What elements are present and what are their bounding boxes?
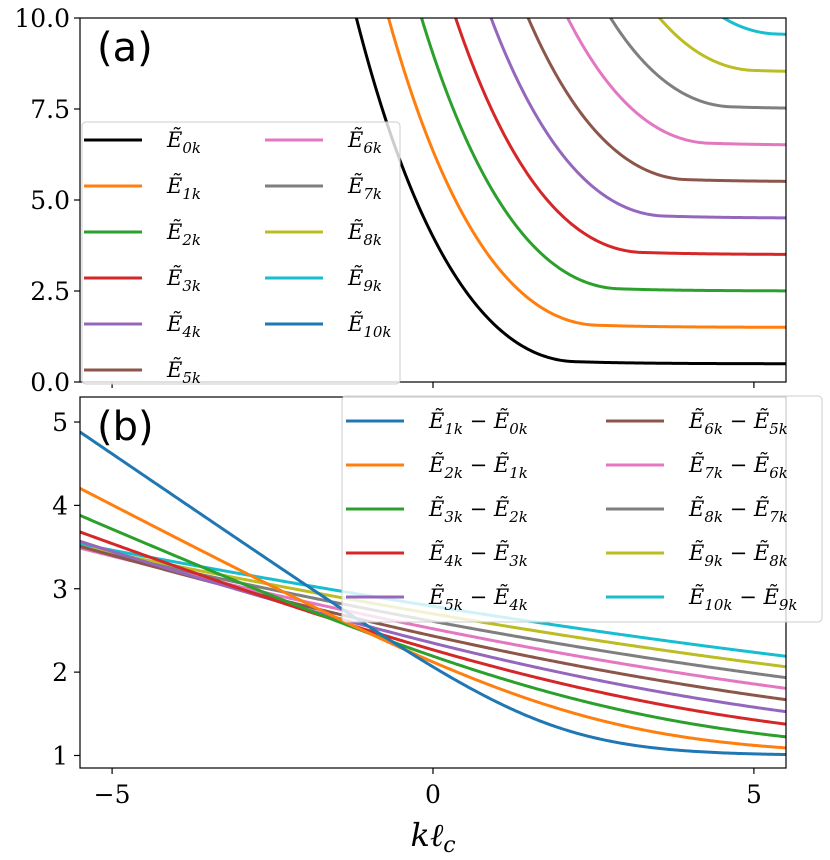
panel-a-label: (a)	[97, 25, 153, 71]
panel-b-x-ticks: −5 0 5	[94, 768, 762, 809]
series-a-3k-line	[454, 18, 786, 256]
series-a-7k-line	[608, 18, 786, 110]
panel-b-y-tick-label: 2	[52, 658, 68, 687]
series-b-3k-minus-2k-line	[80, 514, 786, 739]
series-a-4k-line	[489, 18, 786, 220]
panel-b-x-tick-label: 0	[425, 780, 441, 809]
panel-a-y-ticks: 0.0 2.5 5.0 7.5 10.0	[14, 4, 80, 397]
series-a-9k-line	[720, 18, 786, 36]
series-a-0k-line	[354, 18, 786, 366]
panel-b-y-ticks: 1 2 3 4 5	[52, 408, 80, 770]
series-a-2k-line	[419, 18, 786, 293]
series-a-8k-line	[657, 18, 786, 73]
panel-a-legend-box	[81, 121, 401, 385]
series-b-1k-minus-0k-line	[80, 430, 786, 757]
panel-a-y-tick-label: 7.5	[30, 95, 70, 124]
series-b-2k-minus-1k-line	[80, 487, 786, 750]
x-axis-label: kℓc	[410, 816, 455, 858]
series-a-5k-line	[526, 18, 786, 183]
series-b-4k-minus-3k-line	[80, 530, 786, 726]
panel-a-y-tick-label: 2.5	[30, 277, 70, 306]
panel-a-lines	[354, 18, 786, 366]
panel-b-y-tick-label: 5	[52, 408, 68, 437]
series-a-6k-line	[565, 18, 786, 147]
panel-a-y-tick-label: 10.0	[14, 4, 70, 33]
panel-a-y-tick-label: 0.0	[30, 368, 70, 397]
panel-b-legend-box	[341, 395, 823, 623]
panel-b-x-tick-label: −5	[94, 780, 131, 809]
series-b-5k-minus-4k-line	[80, 539, 786, 714]
panel-a: 0.0 2.5 5.0 7.5 10.0 (a) Ẽ0kẼ1kẼ2kẼ3kẼ4kẼ5kẼ…	[14, 4, 787, 397]
panel-b-x-tick-label: 5	[746, 780, 762, 809]
series-a-1k-line	[386, 18, 786, 329]
panel-b-y-tick-label: 3	[52, 575, 68, 604]
panel-b-y-tick-label: 4	[52, 491, 68, 520]
panel-b-label: (b)	[97, 404, 154, 450]
panel-b-y-tick-label: 1	[52, 741, 68, 770]
panel-a-y-tick-label: 5.0	[30, 186, 70, 215]
